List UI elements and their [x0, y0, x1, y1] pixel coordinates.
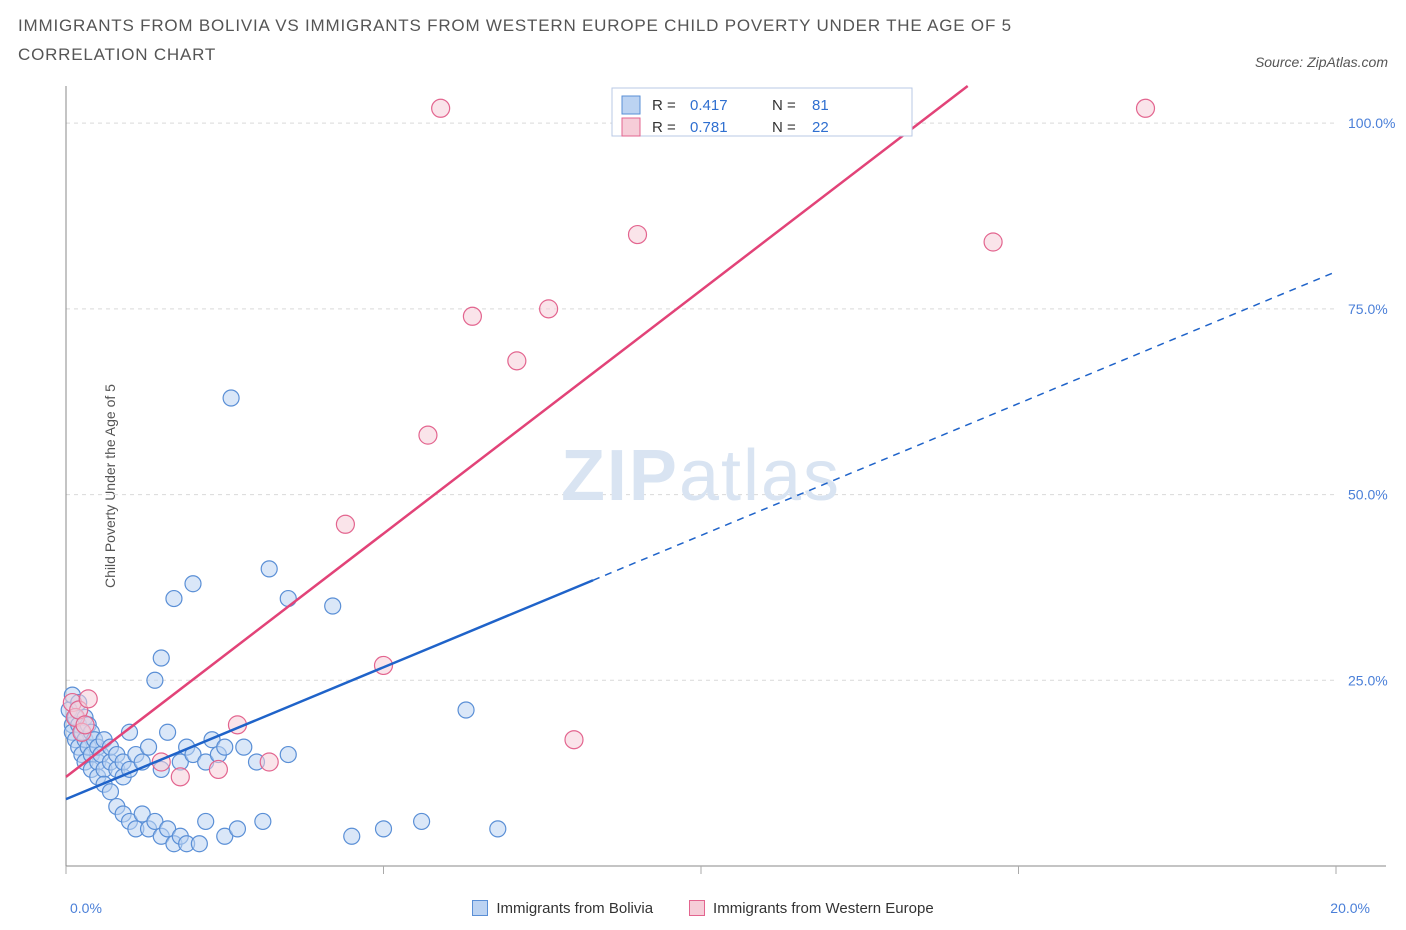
legend-item-western-europe: Immigrants from Western Europe [689, 900, 934, 917]
svg-text:R =: R = [652, 119, 676, 136]
svg-text:75.0%: 75.0% [1348, 301, 1388, 317]
chart-area: Child Poverty Under the Age of 5 25.0%50… [18, 76, 1388, 896]
x-axis-end-label: 20.0% [1330, 900, 1370, 916]
svg-text:22: 22 [812, 119, 829, 136]
x-axis-start-label: 0.0% [70, 900, 102, 916]
legend-label-bolivia: Immigrants from Bolivia [496, 900, 653, 917]
svg-text:100.0%: 100.0% [1348, 115, 1395, 131]
source-prefix: Source: [1255, 54, 1307, 70]
chart-title: IMMIGRANTS FROM BOLIVIA VS IMMIGRANTS FR… [18, 12, 1118, 70]
source-name: ZipAtlas.com [1307, 54, 1388, 70]
legend-label-western-europe: Immigrants from Western Europe [713, 900, 934, 917]
svg-text:R =: R = [652, 97, 676, 114]
bottom-legend: 0.0% Immigrants from Bolivia Immigrants … [18, 900, 1388, 917]
legend-item-bolivia: Immigrants from Bolivia [472, 900, 653, 917]
source-attribution: Source: ZipAtlas.com [1255, 54, 1388, 70]
svg-text:50.0%: 50.0% [1348, 486, 1388, 502]
svg-text:0.781: 0.781 [690, 119, 728, 136]
plot-container: 25.0%50.0%75.0%100.0%ZIPatlasR =0.417N =… [56, 76, 1388, 896]
svg-text:0.417: 0.417 [690, 97, 728, 114]
svg-text:N =: N = [772, 119, 796, 136]
svg-text:25.0%: 25.0% [1348, 672, 1388, 688]
header-row: IMMIGRANTS FROM BOLIVIA VS IMMIGRANTS FR… [18, 12, 1388, 70]
svg-text:N =: N = [772, 97, 796, 114]
legend-swatch-western-europe [689, 900, 705, 916]
scatter-plot-svg: 25.0% 50.0% 75.0% 100.0% ZIPatlas R = 0.417 N =… [56, 76, 1396, 896]
svg-text:ZIPatlas: ZIPatlas [561, 436, 841, 516]
legend-swatch-bolivia [472, 900, 488, 916]
svg-text:81: 81 [812, 97, 829, 114]
